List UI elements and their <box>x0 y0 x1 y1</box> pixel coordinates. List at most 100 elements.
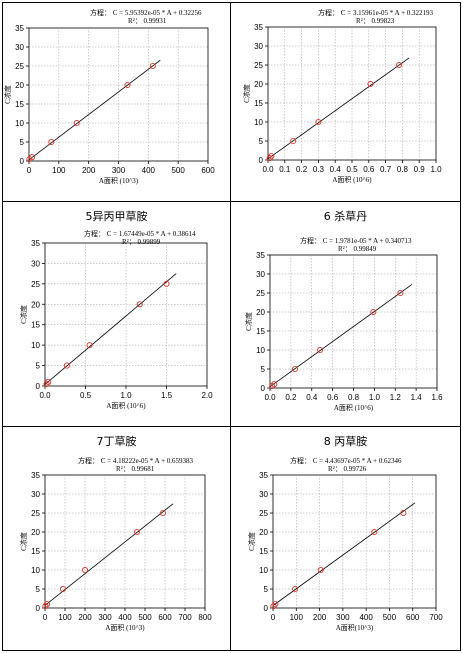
y-tick-label: 20 <box>31 528 40 537</box>
x-tick-label: 0.4 <box>306 393 318 402</box>
x-tick-label: 500 <box>383 613 397 622</box>
data-point <box>28 154 36 161</box>
data-point <box>133 528 141 536</box>
y-tick-label: 20 <box>31 300 40 309</box>
x-tick-label: 200 <box>82 166 96 175</box>
x-axis-label: A面积 (10^6) <box>334 403 374 412</box>
y-tick-label: 25 <box>256 289 265 298</box>
r-squared-label: R²： 0.99899 <box>122 238 161 246</box>
y-tick-label: 35 <box>259 471 268 480</box>
data-point <box>270 603 277 610</box>
y-tick-label: 15 <box>256 327 265 336</box>
x-tick-label: 0 <box>43 613 48 622</box>
r-squared-label: R²： 0.99931 <box>128 17 167 25</box>
data-point <box>73 119 80 127</box>
y-tick-label: 30 <box>254 42 263 51</box>
equation-label: 方程： C = 4.43697e-05 * A + 0.62346 <box>290 456 402 465</box>
r-squared-label: R²： 0.99681 <box>116 465 155 473</box>
equation-label: 方程： C = 1.9781e-05 * A + 0.340713 <box>300 236 412 245</box>
data-point <box>266 155 273 162</box>
x-tick-label: 0.8 <box>397 165 409 174</box>
y-axis-label: C浓度 <box>19 532 28 551</box>
x-tick-label: 0 <box>27 166 32 175</box>
data-point <box>317 566 324 574</box>
y-tick-label: 5 <box>36 362 41 371</box>
y-tick-label: 20 <box>256 308 265 317</box>
y-tick-label: 15 <box>259 547 268 556</box>
data-point <box>43 601 51 608</box>
y-axis-label: C浓度 <box>247 532 256 551</box>
y-tick-label: 10 <box>256 346 265 355</box>
y-tick-label: 10 <box>15 119 24 128</box>
y-tick-label: 0 <box>36 604 41 613</box>
y-tick-label: 0 <box>259 156 264 165</box>
y-tick-label: 30 <box>259 490 268 499</box>
y-tick-label: 25 <box>15 62 24 71</box>
y-tick-label: 10 <box>254 118 263 127</box>
y-tick-label: 35 <box>31 239 40 248</box>
y-tick-label: 25 <box>254 61 263 70</box>
data-point <box>86 342 93 349</box>
data-point <box>45 378 52 385</box>
y-tick-label: 0 <box>36 382 41 391</box>
x-tick-label: 0.2 <box>296 165 308 174</box>
y-tick-label: 20 <box>259 528 268 537</box>
x-tick-label: 600 <box>201 166 215 175</box>
x-tick-label: 0.7 <box>380 165 392 174</box>
regression-line <box>272 502 416 606</box>
y-tick-label: 20 <box>15 81 24 90</box>
data-point <box>159 509 167 517</box>
y-tick-label: 5 <box>36 585 41 594</box>
data-point <box>163 280 170 287</box>
x-tick-label: 100 <box>58 613 72 622</box>
y-axis-label: C浓度 <box>19 305 28 324</box>
x-tick-label: 800 <box>198 613 212 622</box>
x-axis-label: A面积 (10^6) <box>106 401 146 410</box>
y-tick-label: 30 <box>31 259 40 268</box>
x-tick-label: 0.0 <box>39 391 51 400</box>
data-point <box>149 62 156 70</box>
x-tick-label: 0.6 <box>363 165 375 174</box>
x-tick-label: 400 <box>142 166 156 175</box>
chart-title: 8 丙草胺 <box>323 435 368 448</box>
x-tick-label: 1.5 <box>161 391 173 400</box>
x-tick-label: 700 <box>429 613 443 622</box>
x-tick-label: 200 <box>313 613 327 622</box>
x-tick-label: 0.8 <box>348 393 360 402</box>
equation-label: 方程： C = 5.95392e-05 * A + 0.32256 <box>90 8 202 17</box>
x-axis-label: A面积 (10^6) <box>332 175 372 184</box>
x-tick-label: 400 <box>359 613 373 622</box>
x-tick-label: 1.0 <box>369 393 381 402</box>
chart-title: 6 杀草丹 <box>323 210 368 223</box>
y-axis-label: C浓度 <box>244 312 253 331</box>
y-tick-label: 10 <box>31 566 40 575</box>
x-tick-label: 0.5 <box>80 391 92 400</box>
data-point <box>367 80 374 88</box>
x-tick-label: 0 <box>271 613 276 622</box>
y-tick-label: 15 <box>254 99 263 108</box>
data-point <box>315 118 322 126</box>
y-tick-label: 15 <box>31 547 40 556</box>
r-squared-label: R²： 0.99849 <box>338 245 377 253</box>
x-tick-label: 300 <box>112 166 126 175</box>
regression-line <box>267 57 410 160</box>
data-point <box>371 528 378 536</box>
x-tick-label: 600 <box>158 613 172 622</box>
plot-frame <box>44 242 208 387</box>
equation-label: 方程： C = 1.67449e-05 * A + 0.38614 <box>84 229 196 238</box>
y-tick-label: 30 <box>15 43 24 52</box>
y-tick-label: 10 <box>31 341 40 350</box>
y-axis-label: C浓度 <box>3 85 12 104</box>
x-tick-label: 0.9 <box>414 165 426 174</box>
data-point <box>370 308 377 316</box>
data-point <box>48 138 55 146</box>
equation-label: 方程： C = 3.15961e-05 * A + 0.322193 <box>318 8 434 17</box>
x-tick-label: 0.6 <box>327 393 339 402</box>
x-axis-label: A面积(10^3) <box>336 623 374 632</box>
data-point <box>400 509 407 517</box>
x-tick-label: 0.2 <box>285 393 297 402</box>
regression-line <box>44 503 174 606</box>
data-point <box>136 301 143 308</box>
y-tick-label: 35 <box>15 24 24 33</box>
